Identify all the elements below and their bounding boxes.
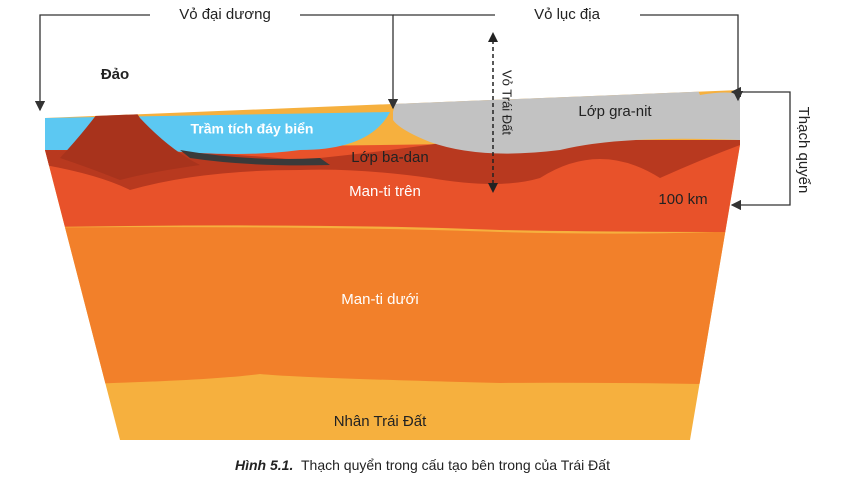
label: Lớp ba-dan [351,149,428,166]
label: Vỏ đại dương [179,6,271,23]
bracket [730,91,791,211]
bracket [300,14,399,110]
label: 100 km [658,191,707,208]
label: Thạch quyển [795,107,812,194]
label: Man-ti trên [349,183,421,200]
label: Trầm tích đáy biển [191,121,314,137]
label: Man-ti dưới [341,291,418,308]
label-bg [500,5,635,25]
caption-text: Thạch quyển trong cấu tạo bên trong của … [301,457,610,473]
bracket [34,14,150,112]
label-bg [150,5,300,25]
label: Lớp gra-nit [578,103,652,120]
label: Vỏ Trái Đất [500,70,515,135]
label: Nhân Trái Đất [334,413,427,430]
caption: Hình 5.1. Thạch quyển trong cấu tạo bên … [235,457,610,473]
caption-number: Hình 5.1. [235,457,293,473]
label: Vỏ lục địa [534,6,601,23]
label: Đảo [101,66,129,83]
bracket [640,14,744,102]
